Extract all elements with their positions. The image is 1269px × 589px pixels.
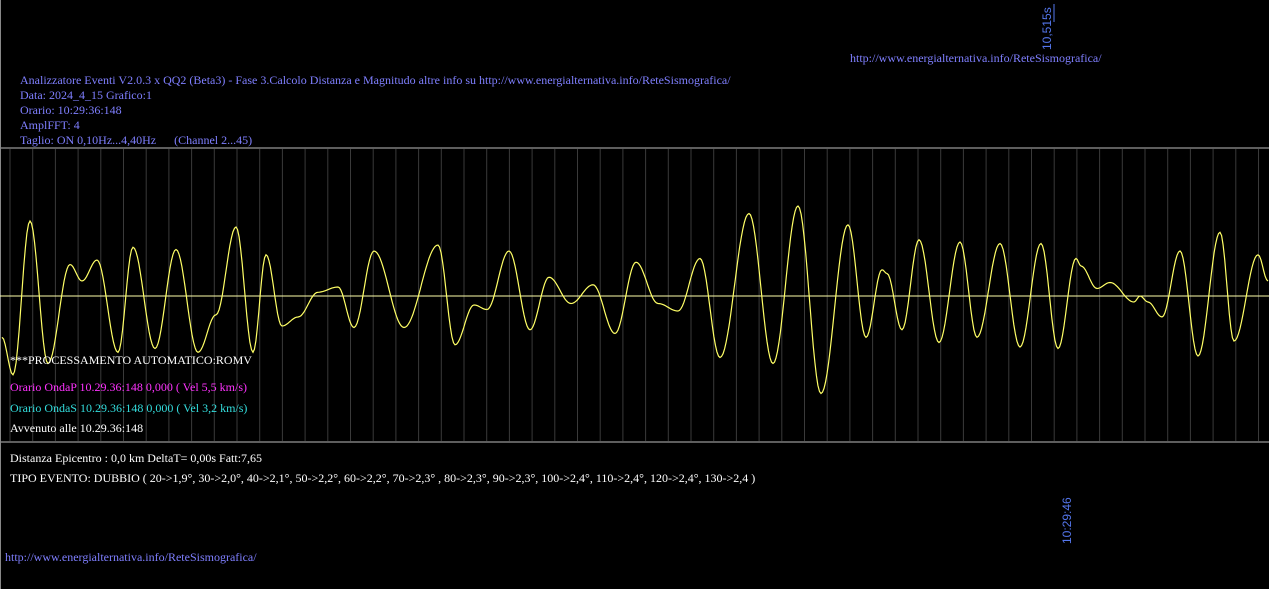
- title-line: Analizzatore Eventi V2.0.3 x QQ2 (Beta3)…: [20, 73, 731, 87]
- orario-line: Orario: 10:29:36:148: [20, 103, 122, 117]
- distanza-epicentro: Distanza Epicentro : 0,0 km DeltaT= 0,00…: [10, 451, 263, 465]
- onda-p-time: Orario OndaP 10.29.36:148 0,000 ( Vel 5,…: [10, 380, 247, 394]
- amplfft-line: AmplFFT: 4: [20, 118, 80, 132]
- url-bottom[interactable]: http://www.energialternativa.info/ReteSi…: [5, 550, 257, 564]
- grid-lines: [9, 149, 1259, 441]
- avvenuto-time: Avvenuto alle 10.29.36:148: [10, 421, 144, 435]
- seismic-trace-line: [1, 205, 1269, 395]
- taglio-line: Taglio: ON 0,10Hz...4,40Hz (Channel 2...…: [20, 133, 253, 147]
- tipo-evento: TIPO EVENTO: DUBBIO ( 20->1,9°, 30->2,0°…: [10, 471, 756, 485]
- time-mark-top: 10,515s: [1040, 7, 1054, 50]
- onda-s-time: Orario OndaS 10.29.36:148 0,000 ( Vel 3,…: [10, 401, 248, 415]
- data-line: Data: 2024_4_15 Grafico:1: [20, 88, 152, 102]
- processing-status: ***PROCESSAMENTO AUTOMATICO:ROMV: [10, 353, 252, 367]
- url-top[interactable]: http://www.energialternativa.info/ReteSi…: [850, 51, 1102, 65]
- time-mark-bottom: 10:29:46: [1060, 497, 1074, 544]
